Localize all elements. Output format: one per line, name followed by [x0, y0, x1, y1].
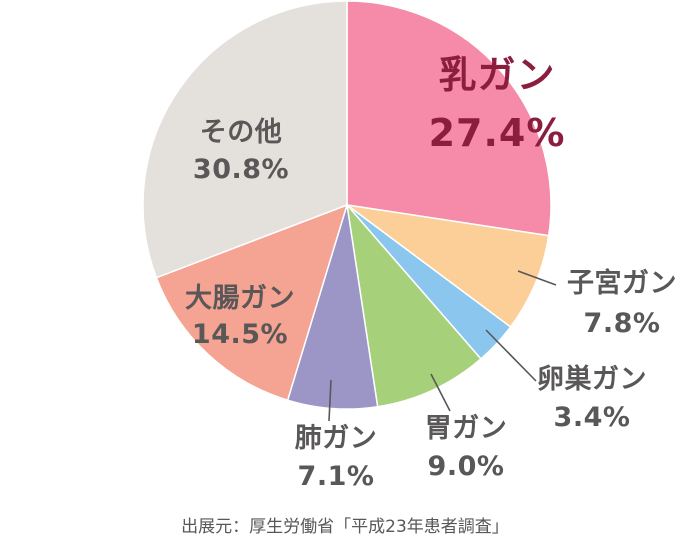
- source-note: 出展元：厚生労働省「平成23年患者調査」: [181, 517, 509, 537]
- slice-value-lung: 7.1%: [298, 461, 375, 492]
- slice-label-lung: 肺ガン: [295, 423, 378, 454]
- leader-line-ovary: [485, 329, 537, 382]
- leader-line-lung: [328, 379, 332, 422]
- slice-value-breast: 27.4%: [429, 111, 566, 155]
- slice-value-colon: 14.5%: [192, 319, 288, 350]
- slice-labels: 乳ガン 27.4% 子宮ガン 7.8% 卵巣ガン 3.4% 胃ガン 9.0% 肺ガン 7.1% 大腸…: [185, 53, 677, 492]
- slice-breast: [346, 0, 552, 237]
- leader-line-stomach: [430, 373, 451, 412]
- slice-label-uterus: 子宮ガン: [567, 267, 677, 299]
- slice-other: [142, 0, 348, 279]
- slice-label-colon: 大腸ガン: [185, 283, 295, 314]
- slice-label-other: その他: [200, 117, 283, 148]
- pie-slices: [142, 0, 552, 410]
- slice-value-ovary: 3.4%: [554, 402, 631, 433]
- slice-uterus: [346, 204, 550, 329]
- slice-label-stomach: 胃ガン: [425, 413, 508, 444]
- slice-value-uterus: 7.8%: [584, 308, 661, 339]
- leader-line-uterus: [517, 270, 557, 286]
- slice-stomach: [345, 202, 483, 408]
- slice-label-ovary: 卵巣ガン: [537, 364, 647, 395]
- slice-value-other: 30.8%: [193, 154, 289, 185]
- slice-value-stomach: 9.0%: [428, 451, 505, 482]
- leader-lines: [328, 270, 557, 422]
- slice-colon: [155, 203, 349, 402]
- slice-label-breast: 乳ガン: [438, 53, 555, 97]
